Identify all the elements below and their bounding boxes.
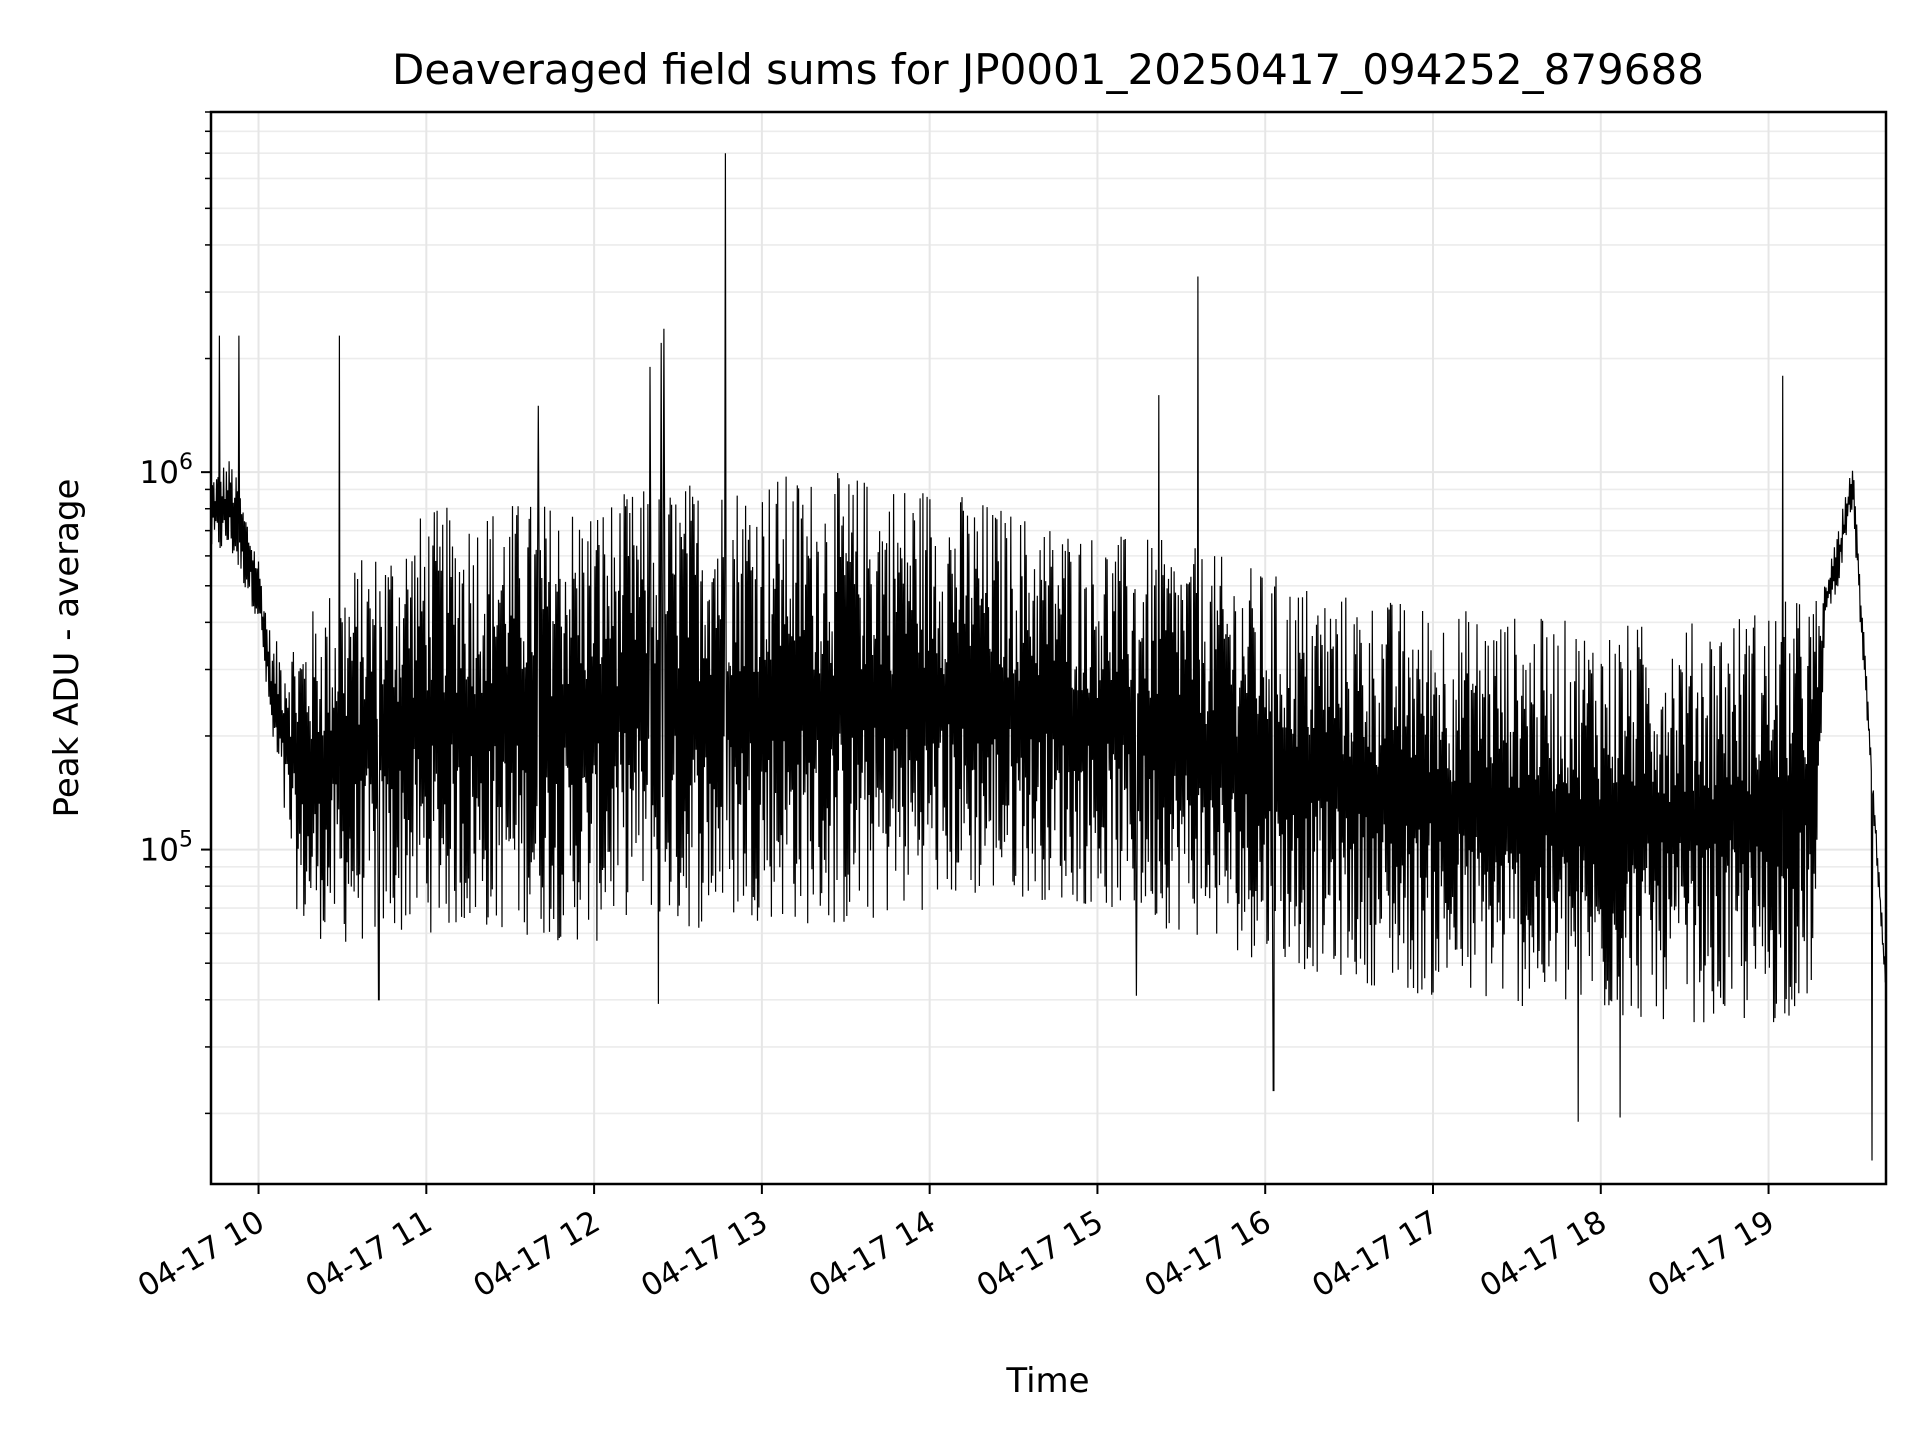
x-axis-label: Time [1005,1361,1089,1401]
plot-frame [209,110,1888,1186]
plot-area [211,153,1886,1161]
y-tick-label-base: 10 [140,833,179,869]
series-line [211,153,1886,1161]
y-axis-label: Peak ADU - average [47,479,87,818]
y-tick-label: 105 [140,828,193,869]
y-tick-label-exponent: 5 [179,828,193,853]
y-tick-label-exponent: 6 [179,450,193,475]
chart-title: Deaveraged field sums for JP0001_2025041… [392,45,1704,94]
y-tick-label-base: 10 [140,455,179,491]
y-tick-label: 106 [140,450,193,491]
